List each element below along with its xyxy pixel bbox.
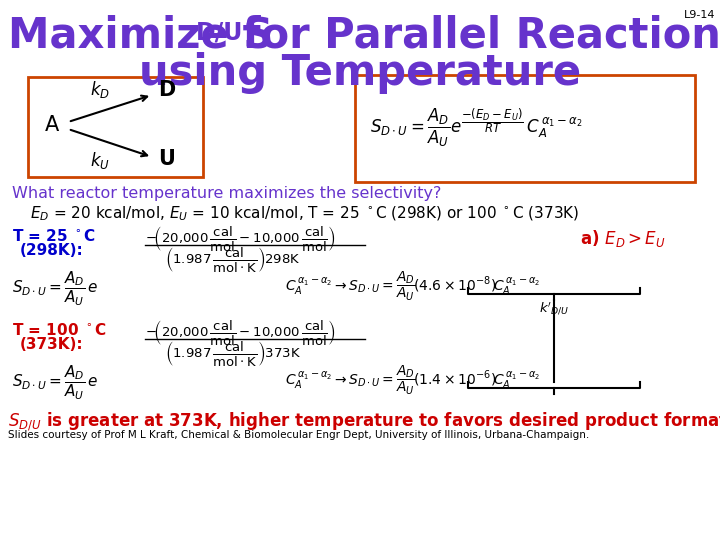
Text: D: D	[158, 80, 175, 100]
Text: $\left(1.987\,\dfrac{\mathrm{cal}}{\mathrm{mol \cdot K}}\right)373\mathrm{K}$: $\left(1.987\,\dfrac{\mathrm{cal}}{\math…	[165, 339, 301, 368]
Text: $k'_{D/U}$: $k'_{D/U}$	[539, 301, 570, 317]
Text: $\left(1.987\,\dfrac{\mathrm{cal}}{\mathrm{mol \cdot K}}\right)298\mathrm{K}$: $\left(1.987\,\dfrac{\mathrm{cal}}{\math…	[165, 245, 301, 274]
Text: $C_A^{\,\alpha_1-\alpha_2} \rightarrow S_{D \cdot U} = \dfrac{A_D}{A_U}\!\left(4: $C_A^{\,\alpha_1-\alpha_2} \rightarrow S…	[285, 270, 541, 303]
Text: $E_D$ = 20 kcal/mol, $E_U$ = 10 kcal/mol, T = 25 $^\circ$C (298K) or 100 $^\circ: $E_D$ = 20 kcal/mol, $E_U$ = 10 kcal/mol…	[30, 205, 580, 224]
Text: $k_D$: $k_D$	[90, 79, 110, 100]
Text: $S_{D \cdot U} = \dfrac{A_D}{A_U} e^{\dfrac{-(E_D-E_U)}{RT}} \, C_A^{\,\alpha_1-: $S_{D \cdot U} = \dfrac{A_D}{A_U} e^{\df…	[370, 107, 582, 149]
Text: $C_A^{\,\alpha_1-\alpha_2} \rightarrow S_{D \cdot U} = \dfrac{A_D}{A_U}\!\left(1: $C_A^{\,\alpha_1-\alpha_2} \rightarrow S…	[285, 364, 541, 397]
Text: L9-14: L9-14	[683, 10, 715, 20]
Text: T = 100 $^\circ$C: T = 100 $^\circ$C	[12, 322, 107, 338]
Text: A: A	[45, 115, 59, 135]
Text: $k_U$: $k_U$	[90, 150, 110, 171]
Text: U: U	[158, 149, 175, 169]
Text: for Parallel Reactions: for Parallel Reactions	[228, 15, 720, 57]
Text: Slides courtesy of Prof M L Kraft, Chemical & Biomolecular Engr Dept, University: Slides courtesy of Prof M L Kraft, Chemi…	[8, 430, 589, 440]
Text: (373K):: (373K):	[20, 337, 84, 352]
Text: $S_{D/U}$ is greater at 373K, higher temperature to favors desired product forma: $S_{D/U}$ is greater at 373K, higher tem…	[8, 410, 720, 433]
Text: D/U: D/U	[196, 20, 243, 44]
Text: $S_{D \cdot U} = \dfrac{A_D}{A_U}\,e$: $S_{D \cdot U} = \dfrac{A_D}{A_U}\,e$	[12, 364, 99, 402]
Text: using Temperature: using Temperature	[139, 52, 581, 94]
Text: T = 25 $^\circ$C: T = 25 $^\circ$C	[12, 228, 96, 244]
Text: (298K):: (298K):	[20, 243, 84, 258]
Text: $S_{D \cdot U} = \dfrac{A_D}{A_U}\,e$: $S_{D \cdot U} = \dfrac{A_D}{A_U}\,e$	[12, 270, 99, 308]
Text: What reactor temperature maximizes the selectivity?: What reactor temperature maximizes the s…	[12, 186, 441, 201]
Text: $-\!\left(20{,}000\,\dfrac{\mathrm{cal}}{\mathrm{mol}}-10{,}000\,\dfrac{\mathrm{: $-\!\left(20{,}000\,\dfrac{\mathrm{cal}}…	[145, 318, 336, 347]
Text: $-\!\left(20{,}000\,\dfrac{\mathrm{cal}}{\mathrm{mol}}-10{,}000\,\dfrac{\mathrm{: $-\!\left(20{,}000\,\dfrac{\mathrm{cal}}…	[145, 224, 336, 253]
Text: a) $E_D > E_U$: a) $E_D > E_U$	[580, 228, 666, 249]
Text: Maximize S: Maximize S	[8, 15, 274, 57]
Bar	[355, 75, 695, 182]
Bar	[28, 77, 203, 177]
